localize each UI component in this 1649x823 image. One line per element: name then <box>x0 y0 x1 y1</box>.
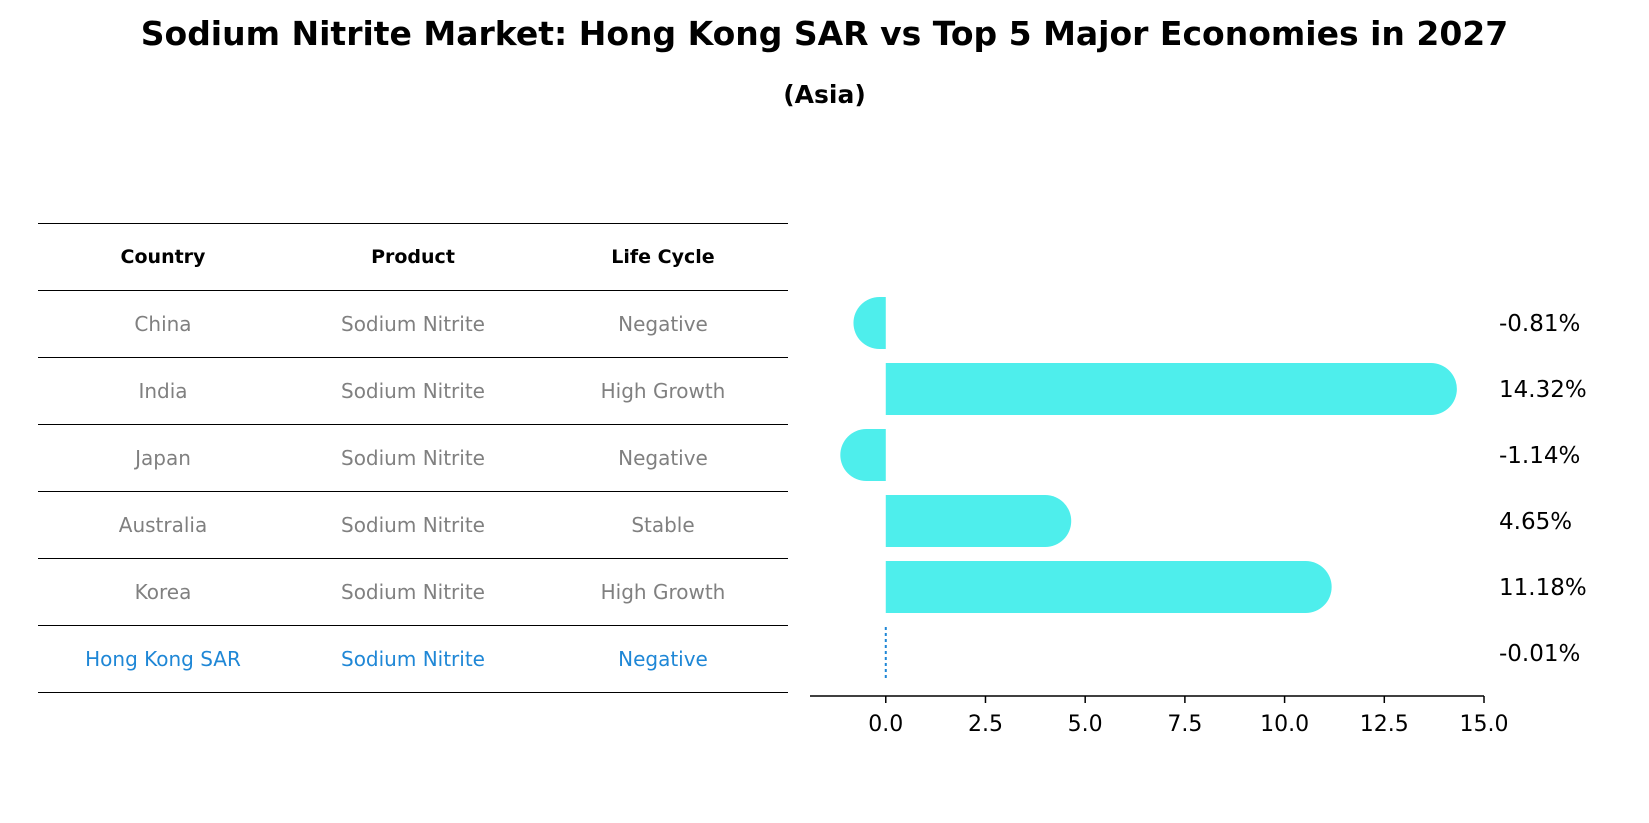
table-row-highlight: Hong Kong SAR Sodium Nitrite Negative <box>38 626 788 693</box>
x-tick-label: 7.5 <box>1167 712 1202 737</box>
bar <box>885 561 1332 613</box>
bar <box>885 495 1072 547</box>
cell-life-cycle: High Growth <box>600 580 726 604</box>
x-tick-label: 12.5 <box>1360 712 1409 737</box>
cell-country: Japan <box>135 446 191 470</box>
country-table: Country Product Life Cycle China Sodium … <box>38 223 788 693</box>
table-row: Australia Sodium Nitrite Stable <box>38 492 788 559</box>
header-country: Country <box>120 246 206 268</box>
cell-country: China <box>134 312 192 336</box>
cell-product: Sodium Nitrite <box>341 379 485 403</box>
cell-product: Sodium Nitrite <box>341 647 485 671</box>
table-row: China Sodium Nitrite Negative <box>38 291 788 358</box>
cell-life-cycle: Negative <box>618 446 708 470</box>
bar <box>853 297 886 349</box>
bar <box>885 363 1457 415</box>
bar-value-label: -1.14% <box>1499 443 1580 469</box>
bar-value-label: 14.32% <box>1499 377 1587 403</box>
chart-subtitle: (Asia) <box>783 80 866 109</box>
header-product: Product <box>371 246 455 268</box>
cell-life-cycle: High Growth <box>600 379 726 403</box>
cell-life-cycle: Negative <box>618 312 708 336</box>
table-row: Korea Sodium Nitrite High Growth <box>38 559 788 626</box>
header-life-cycle: Life Cycle <box>611 246 715 268</box>
cell-country: India <box>138 379 188 403</box>
table-row: Japan Sodium Nitrite Negative <box>38 425 788 492</box>
cell-product: Sodium Nitrite <box>341 513 485 537</box>
bar <box>840 429 886 481</box>
cell-product: Sodium Nitrite <box>341 446 485 470</box>
table-row: India Sodium Nitrite High Growth <box>38 358 788 425</box>
bar-value-label: -0.01% <box>1499 641 1580 667</box>
bar-value-label: -0.81% <box>1499 311 1580 337</box>
cell-country: Australia <box>118 513 208 537</box>
cell-country: Hong Kong SAR <box>85 647 241 671</box>
chart-title: Sodium Nitrite Market: Hong Kong SAR vs … <box>140 14 1509 53</box>
x-tick-label: 15.0 <box>1460 712 1509 737</box>
cell-life-cycle: Negative <box>618 647 708 671</box>
cell-life-cycle: Stable <box>631 513 695 537</box>
table-header-row: Country Product Life Cycle <box>38 224 788 291</box>
bar-value-label: 11.18% <box>1499 575 1587 601</box>
bar-value-label: 4.65% <box>1499 509 1572 535</box>
cell-country: Korea <box>134 580 192 604</box>
x-tick-label: 5.0 <box>1068 712 1103 737</box>
x-tick-label: 10.0 <box>1260 712 1309 737</box>
cell-product: Sodium Nitrite <box>341 312 485 336</box>
x-tick-label: 2.5 <box>968 712 1003 737</box>
x-tick-label: 0.0 <box>868 712 903 737</box>
cell-product: Sodium Nitrite <box>341 580 485 604</box>
